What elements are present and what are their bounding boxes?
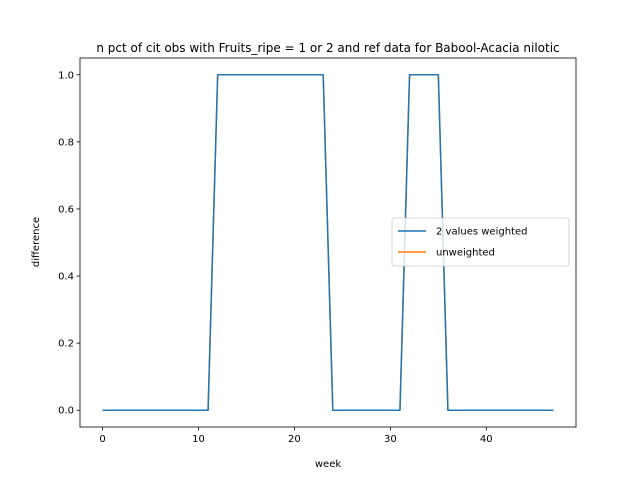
legend-label-0: 2 values weighted (436, 227, 527, 238)
legend: 2 values weighted unweighted (391, 217, 570, 267)
y-axis-label: difference (31, 217, 42, 267)
y-tick-label: 0.2 (58, 339, 74, 350)
x-tick-label: 0 (99, 434, 105, 445)
y-tick-label: 1.0 (58, 70, 74, 81)
legend-box (391, 217, 570, 267)
y-tick-label: 0.4 (58, 272, 74, 283)
series-line-0 (102, 74, 554, 411)
plot-frame (79, 57, 577, 428)
y-tick-label: 0.6 (58, 204, 74, 215)
x-axis-label: week (315, 459, 341, 470)
y-tick-label: 0.8 (58, 137, 74, 148)
x-tick-label: 40 (480, 434, 493, 445)
series-layer (102, 74, 554, 411)
x-axis: 0 10 20 30 40 (99, 427, 493, 445)
y-axis: 0.0 0.2 0.4 0.6 0.8 1.0 (58, 70, 80, 417)
y-tick-label: 0.0 (58, 406, 74, 417)
x-tick-label: 30 (384, 434, 397, 445)
chart-title: n pct of cit obs with Fruits_ripe = 1 or… (96, 41, 559, 55)
legend-label-1: unweighted (436, 248, 495, 259)
x-tick-label: 20 (288, 434, 301, 445)
x-tick-label: 10 (192, 434, 205, 445)
